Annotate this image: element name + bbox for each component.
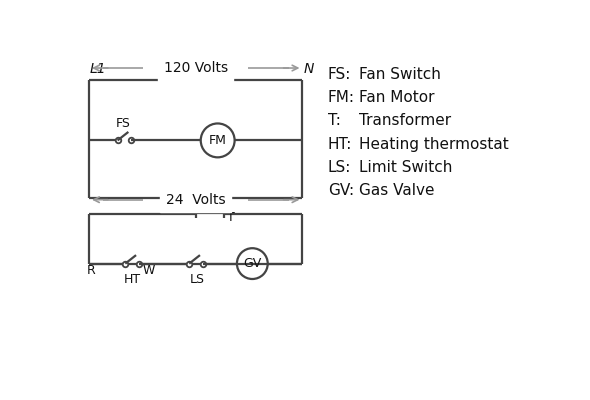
Text: Heating thermostat: Heating thermostat	[359, 136, 509, 152]
Text: Fan Switch: Fan Switch	[359, 67, 441, 82]
Text: HT:: HT:	[328, 136, 352, 152]
Text: W: W	[142, 264, 155, 277]
Text: FM:: FM:	[328, 90, 355, 105]
Text: FM: FM	[209, 134, 227, 147]
Text: FS: FS	[116, 117, 131, 130]
Text: Gas Valve: Gas Valve	[359, 183, 434, 198]
Text: GV:: GV:	[328, 183, 354, 198]
Text: HT: HT	[124, 273, 141, 286]
Text: Fan Motor: Fan Motor	[359, 90, 434, 105]
Text: 120 Volts: 120 Volts	[163, 61, 228, 75]
Text: FS:: FS:	[328, 67, 351, 82]
Text: T: T	[227, 211, 235, 224]
Text: Limit Switch: Limit Switch	[359, 160, 452, 175]
Text: R: R	[86, 264, 95, 277]
Text: LS: LS	[190, 273, 205, 286]
Text: 24  Volts: 24 Volts	[166, 193, 225, 207]
Text: N: N	[304, 62, 314, 76]
Text: GV: GV	[243, 257, 261, 270]
Text: Transformer: Transformer	[359, 114, 451, 128]
Text: T:: T:	[328, 114, 340, 128]
Text: LS:: LS:	[328, 160, 351, 175]
Text: L1: L1	[90, 62, 106, 76]
